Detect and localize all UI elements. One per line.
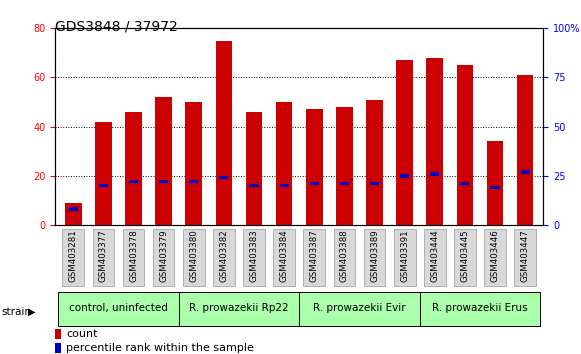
Bar: [457, 65, 473, 225]
Bar: [185, 102, 202, 225]
Bar: [189, 180, 198, 183]
Text: GSM403380: GSM403380: [189, 229, 198, 282]
Bar: [396, 60, 413, 225]
FancyBboxPatch shape: [303, 229, 325, 286]
Bar: [99, 184, 108, 187]
Text: GSM403378: GSM403378: [129, 229, 138, 282]
Text: count: count: [66, 329, 98, 339]
Text: GSM403388: GSM403388: [340, 229, 349, 282]
Text: strain: strain: [2, 307, 32, 317]
FancyBboxPatch shape: [333, 229, 355, 286]
Bar: [249, 184, 259, 187]
FancyBboxPatch shape: [484, 229, 506, 286]
FancyBboxPatch shape: [179, 292, 299, 326]
Bar: [155, 97, 172, 225]
Bar: [521, 170, 530, 173]
Text: GSM403447: GSM403447: [521, 229, 530, 282]
Text: GSM403379: GSM403379: [159, 229, 168, 282]
Text: percentile rank within the sample: percentile rank within the sample: [66, 343, 254, 353]
Text: GSM403382: GSM403382: [220, 229, 228, 282]
Bar: [430, 172, 439, 176]
Bar: [65, 203, 81, 225]
Bar: [95, 122, 112, 225]
Text: R. prowazekii Rp22: R. prowazekii Rp22: [189, 303, 289, 313]
Text: ▶: ▶: [28, 307, 35, 317]
Text: GSM403281: GSM403281: [69, 229, 78, 282]
FancyBboxPatch shape: [123, 229, 144, 286]
Bar: [69, 207, 78, 211]
FancyBboxPatch shape: [394, 229, 415, 286]
Text: GDS3848 / 37972: GDS3848 / 37972: [55, 19, 178, 34]
Text: GSM403383: GSM403383: [249, 229, 259, 282]
Bar: [125, 112, 142, 225]
FancyBboxPatch shape: [213, 229, 235, 286]
Text: GSM403446: GSM403446: [490, 229, 500, 282]
Text: GSM403387: GSM403387: [310, 229, 319, 282]
Text: R. prowazekii Erus: R. prowazekii Erus: [432, 303, 528, 313]
Text: GSM403445: GSM403445: [460, 229, 469, 282]
Bar: [129, 180, 138, 183]
Bar: [216, 41, 232, 225]
Bar: [55, 343, 61, 353]
Bar: [310, 182, 319, 185]
FancyBboxPatch shape: [243, 229, 265, 286]
FancyBboxPatch shape: [153, 229, 174, 286]
Bar: [460, 182, 469, 185]
Text: R. prowazekii Evir: R. prowazekii Evir: [313, 303, 406, 313]
Bar: [159, 180, 168, 183]
FancyBboxPatch shape: [364, 229, 385, 286]
Bar: [517, 75, 533, 225]
Text: GSM403444: GSM403444: [431, 229, 439, 282]
FancyBboxPatch shape: [454, 229, 476, 286]
FancyBboxPatch shape: [419, 292, 540, 326]
Bar: [279, 184, 289, 187]
Bar: [426, 58, 443, 225]
Bar: [487, 141, 503, 225]
Bar: [400, 174, 409, 177]
FancyBboxPatch shape: [92, 229, 114, 286]
FancyBboxPatch shape: [299, 292, 419, 326]
Bar: [276, 102, 292, 225]
FancyBboxPatch shape: [273, 229, 295, 286]
Bar: [55, 329, 61, 339]
Bar: [490, 185, 500, 189]
Bar: [336, 107, 353, 225]
FancyBboxPatch shape: [58, 292, 179, 326]
Bar: [220, 176, 228, 179]
Bar: [370, 182, 379, 185]
Bar: [246, 112, 262, 225]
FancyBboxPatch shape: [514, 229, 536, 286]
Text: GSM403377: GSM403377: [99, 229, 108, 282]
Text: control, uninfected: control, uninfected: [69, 303, 168, 313]
FancyBboxPatch shape: [62, 229, 84, 286]
Text: GSM403389: GSM403389: [370, 229, 379, 282]
Bar: [366, 99, 383, 225]
Bar: [306, 109, 322, 225]
FancyBboxPatch shape: [424, 229, 446, 286]
Bar: [340, 182, 349, 185]
Text: GSM403391: GSM403391: [400, 229, 409, 282]
Text: GSM403384: GSM403384: [279, 229, 289, 282]
FancyBboxPatch shape: [183, 229, 205, 286]
